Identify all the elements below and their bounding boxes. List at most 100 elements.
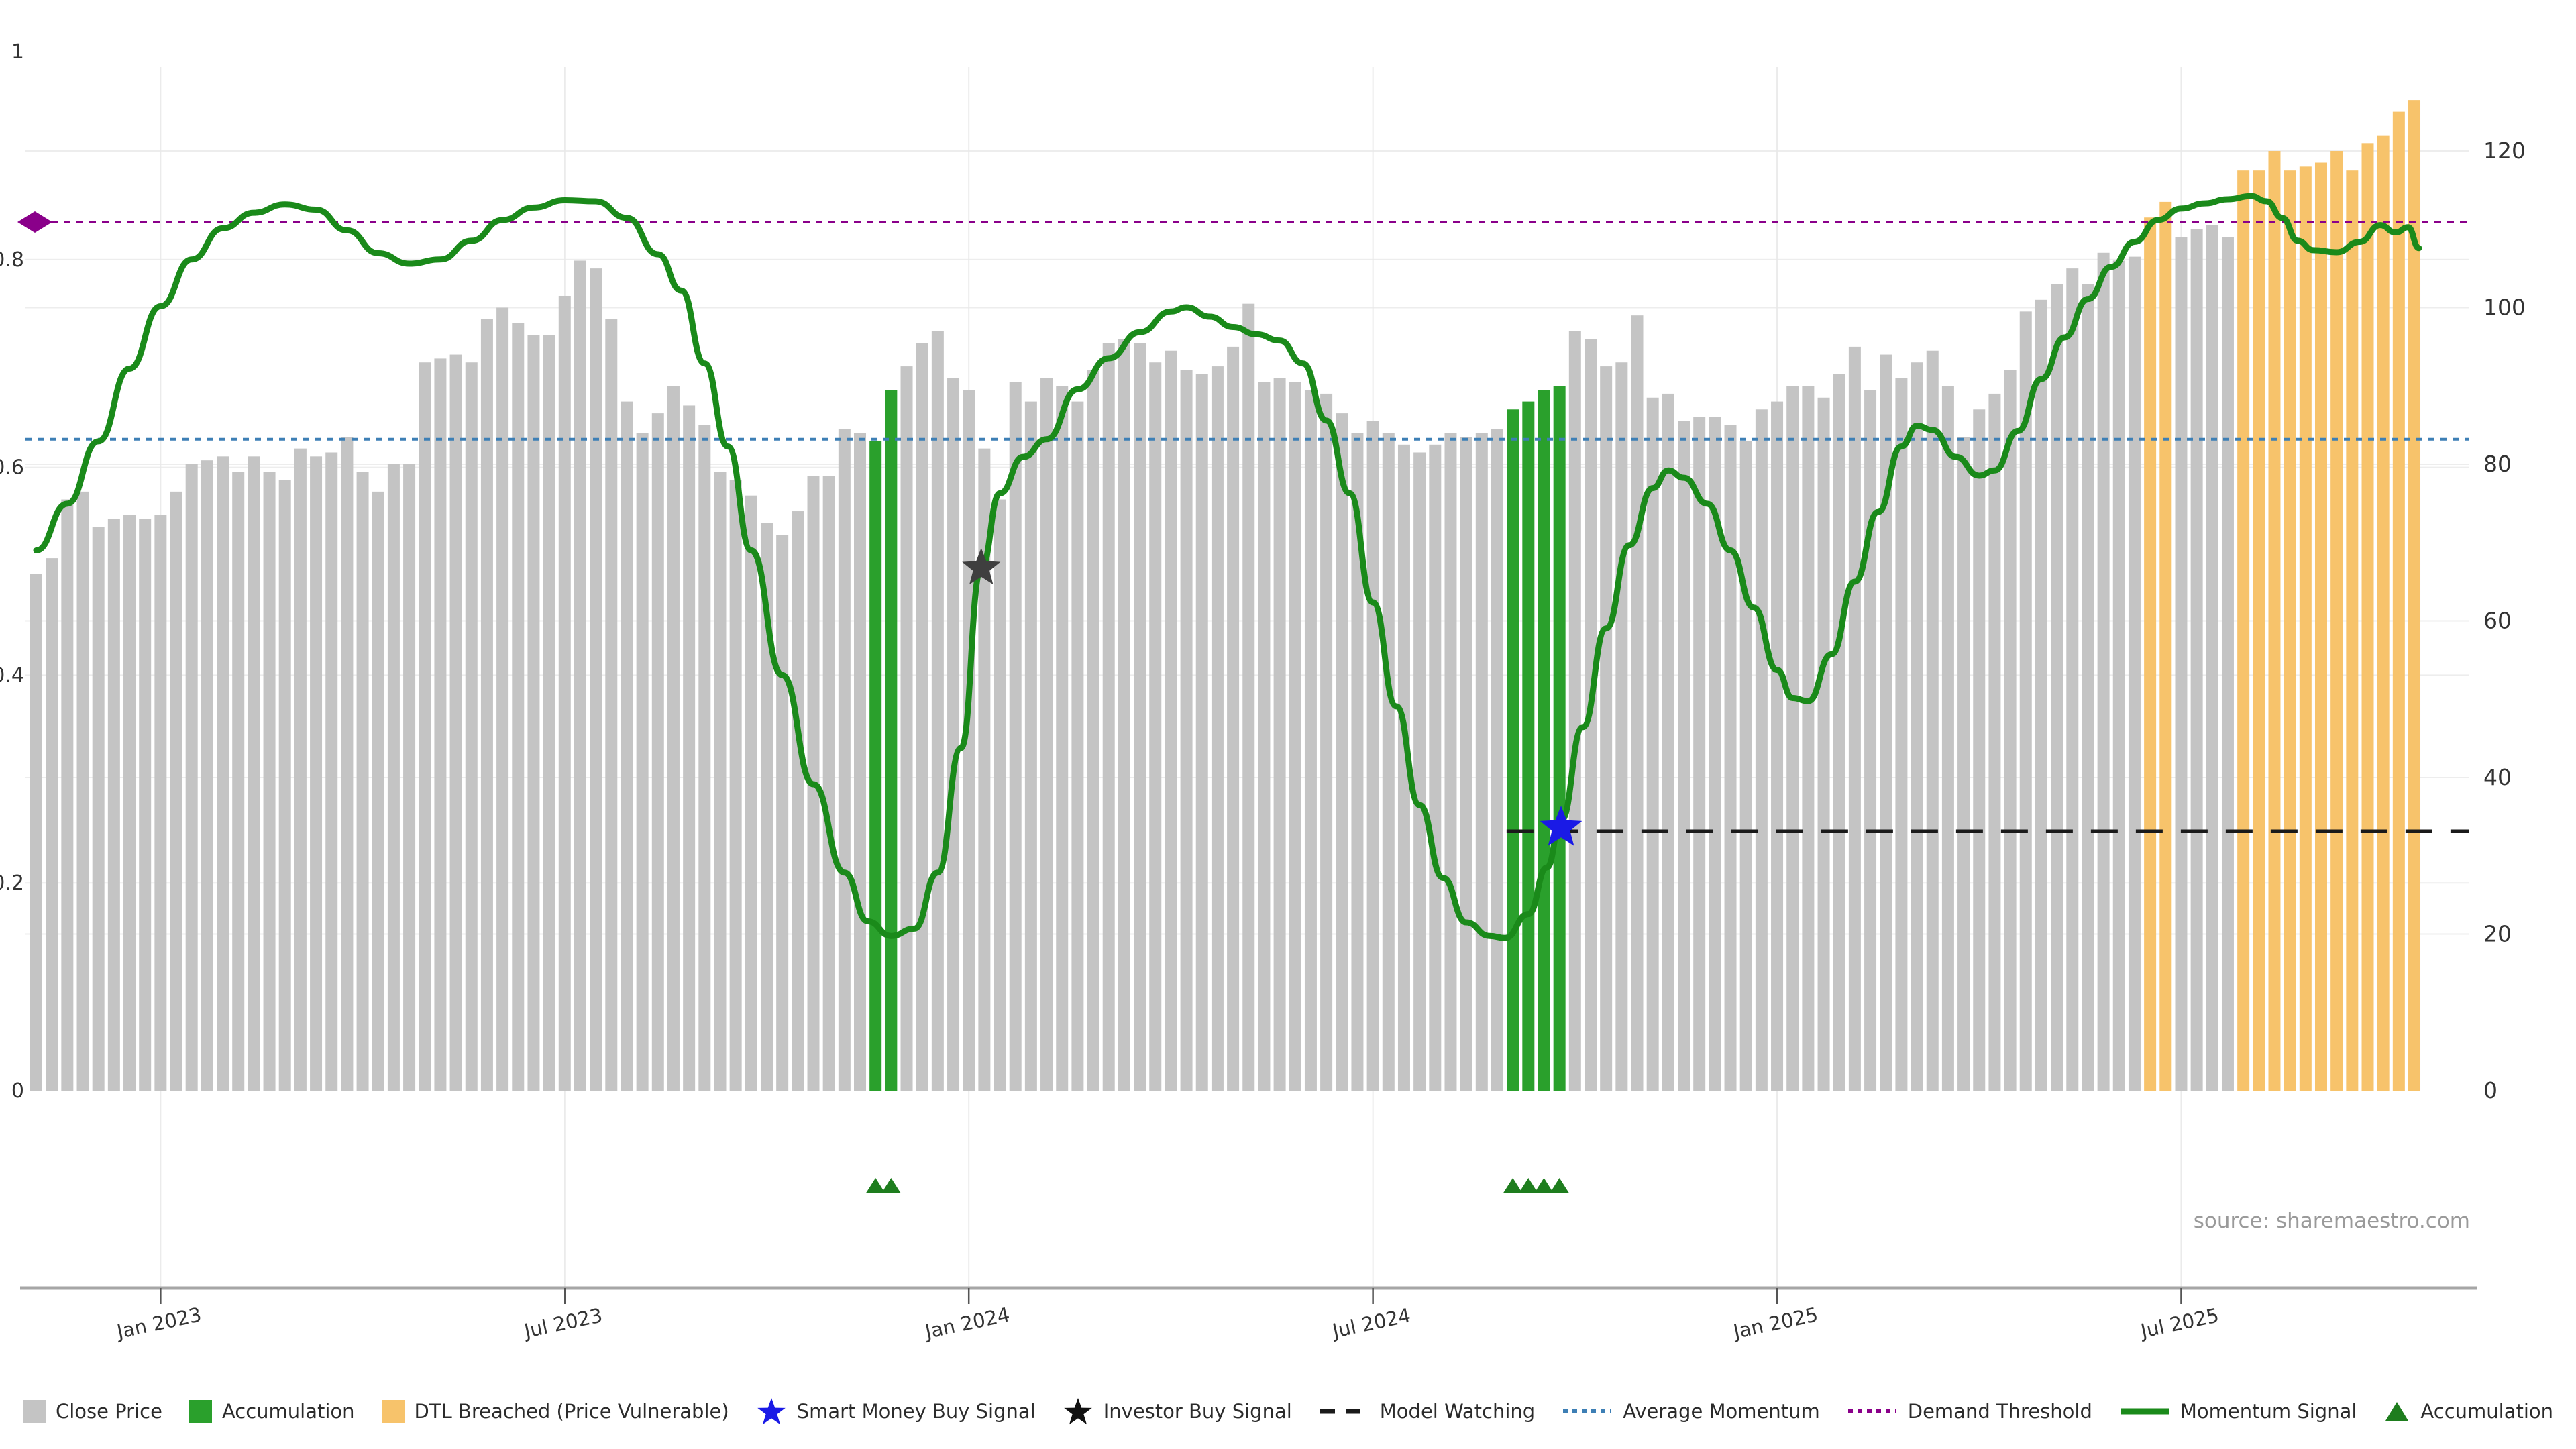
close-price-bar [449, 354, 462, 1091]
legend-label: DTL Breached (Price Vulnerable) [414, 1400, 729, 1423]
close-price-bar [2019, 311, 2032, 1091]
close-price-bar [947, 378, 960, 1091]
close-price-bar [1709, 417, 1721, 1091]
dtl-breached-bar [2268, 151, 2281, 1091]
dtl-breached-bar [2377, 135, 2390, 1091]
close-price-bar [1273, 378, 1286, 1091]
close-price-bar [745, 495, 757, 1091]
close-price-bar [325, 452, 338, 1091]
close-price-bar [2097, 252, 2110, 1091]
blue-star-icon [757, 1398, 786, 1425]
close-price-bar [2035, 299, 2047, 1091]
close-price-bar [1491, 429, 1503, 1091]
demand-threshold-diamond-icon [17, 211, 52, 233]
close-price-bar [2082, 284, 2094, 1091]
legend-label: Momentum Signal [2180, 1400, 2357, 1423]
close-price-bar [434, 358, 447, 1091]
legend-item-accumulation-marker: Accumulation [2383, 1400, 2553, 1423]
close-price-bar [1817, 397, 1830, 1091]
close-price-bar [543, 335, 555, 1091]
investor-buy-signal-star-icon [962, 547, 1001, 585]
close-price-bar [1724, 425, 1737, 1091]
close-price-bar [527, 335, 540, 1091]
close-price-bar [1009, 382, 1022, 1091]
close-price-bar [714, 472, 727, 1091]
close-price-bar [978, 448, 991, 1091]
accumulation-bar [1522, 401, 1535, 1091]
close-price-bar [2221, 237, 2234, 1091]
close-price-bar [900, 366, 913, 1091]
legend-label: Investor Buy Signal [1103, 1400, 1292, 1423]
x-axis-label: Jul 2025 [2137, 1303, 2220, 1342]
close-price-bar [1739, 440, 1752, 1091]
close-price-bar [356, 472, 369, 1091]
close-price-bar [931, 331, 944, 1091]
legend-item-investor-buy: Investor Buy Signal [1063, 1397, 1292, 1426]
close-price-bar [1118, 339, 1130, 1091]
dtl-breached-bar [2237, 170, 2250, 1091]
left-axis-label: 0.8 [0, 248, 24, 272]
close-price-bar [1242, 303, 1255, 1091]
black-star-icon [1063, 1398, 1092, 1425]
dtl-breached-bar [2284, 170, 2296, 1091]
close-price-bar [512, 323, 525, 1091]
close-price-bar [1413, 452, 1426, 1091]
close-price-bar [1662, 393, 1674, 1091]
close-price-bar [154, 515, 167, 1091]
close-price-bar [1631, 315, 1644, 1091]
close-price-bar [1056, 386, 1069, 1091]
close-price-bar [1351, 433, 1364, 1091]
close-price-bar [1397, 444, 1410, 1091]
close-price-bar [1071, 401, 1084, 1091]
left-axis-label: 1 [11, 40, 24, 64]
close-price-bar [1429, 444, 1442, 1091]
close-price-bar [2004, 370, 2017, 1091]
close-price-bar [558, 295, 571, 1091]
green-line-icon [2120, 1408, 2169, 1415]
dtl-breached-bar [2144, 217, 2157, 1091]
x-axis-label: Jan 2025 [1730, 1303, 1820, 1343]
close-price-bar [2190, 229, 2203, 1091]
dtl-breached-bar [2408, 100, 2421, 1091]
close-price-bar [2112, 260, 2125, 1091]
purple-dotted-line-icon [1847, 1409, 1896, 1413]
close-price-bar [1926, 350, 1939, 1091]
close-price-bar [822, 476, 835, 1091]
close-price-bar [1149, 362, 1162, 1091]
x-axis-label: Jan 2024 [922, 1303, 1012, 1343]
close-price-bar [278, 480, 291, 1091]
legend-label: Demand Threshold [1907, 1400, 2092, 1423]
close-price-bar [46, 558, 58, 1091]
right-axis-label: 60 [2483, 608, 2512, 634]
close-price-bar [372, 491, 384, 1091]
close-price-bar [1258, 382, 1271, 1091]
close-price-bar [2175, 237, 2188, 1091]
close-price-bar [294, 448, 307, 1091]
dtl-breached-bar [2253, 170, 2265, 1091]
close-price-bar [170, 491, 182, 1091]
close-price-bar [605, 319, 618, 1091]
close-price-bar [621, 401, 633, 1091]
close-price-bar [1304, 390, 1317, 1091]
close-price-bar [1848, 346, 1861, 1091]
momentum-signal-line [33, 193, 2422, 941]
close-price-bar [139, 519, 152, 1091]
close-price-bar [496, 307, 509, 1091]
legend-label: Model Watching [1379, 1400, 1536, 1423]
close-price-bar [2206, 225, 2218, 1091]
close-price-bar [1988, 393, 2001, 1091]
right-axis-label: 100 [2483, 294, 2526, 321]
chart-legend: Close Price Accumulation DTL Breached (P… [0, 1397, 2576, 1426]
legend-item-demand-threshold: Demand Threshold [1847, 1400, 2092, 1423]
green-triangle-icon [2385, 1402, 2409, 1421]
close-price-bar [1227, 346, 1240, 1091]
close-price-swatch-icon [22, 1400, 46, 1423]
right-axis-label: 120 [2483, 138, 2526, 164]
legend-item-momentum-signal: Momentum Signal [2119, 1400, 2357, 1423]
left-axis-label: 0.2 [0, 871, 24, 895]
close-price-bar [185, 464, 198, 1091]
close-price-bar [1568, 331, 1581, 1091]
close-price-bar [1211, 366, 1224, 1091]
